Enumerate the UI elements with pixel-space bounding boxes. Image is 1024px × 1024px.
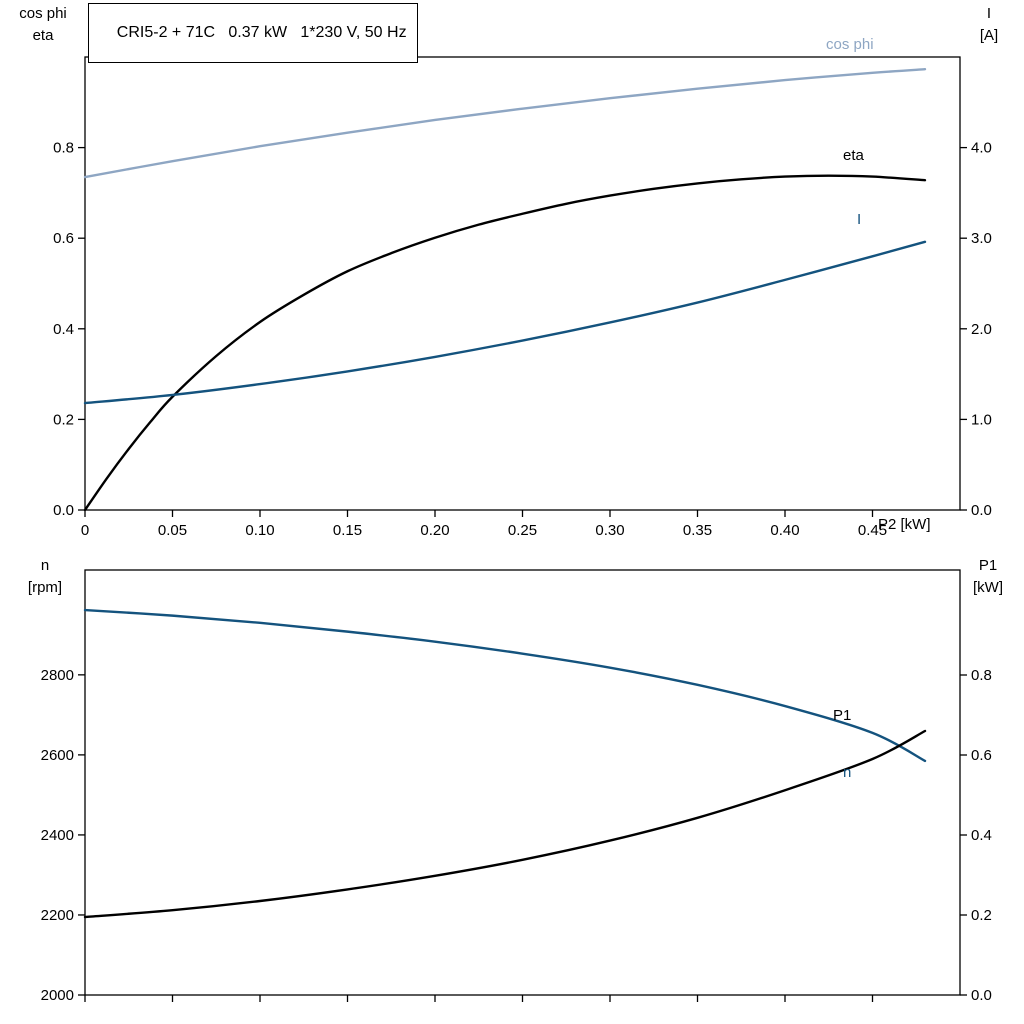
curve-p1	[83, 729, 927, 919]
left-tick-label: 2800	[41, 667, 74, 684]
left-tick-label: 0.2	[53, 411, 74, 428]
left-axis-label-rpm-unit: [rpm]	[27, 579, 63, 596]
right-axis-label-ampere-unit: [A]	[979, 27, 999, 44]
right-axis-label-current: I	[986, 5, 992, 22]
curve-label-current: I	[857, 211, 862, 228]
plot-border	[84, 569, 961, 996]
bottom-right-axis-title: P1 [kW]	[956, 555, 1020, 599]
x-tick-label: 0.25	[508, 522, 537, 539]
left-tick-label: 2200	[41, 907, 74, 924]
top-right-axis-title: I [A]	[960, 3, 1018, 47]
x-tick-label: 0.30	[595, 522, 624, 539]
left-axis-label-speed: n	[40, 557, 50, 574]
curve-cos-phi	[83, 68, 927, 179]
curve-label-speed: n	[843, 764, 852, 781]
x-tick-label: 0.05	[158, 522, 187, 539]
x-tick-label: 0.20	[420, 522, 449, 539]
left-tick-label: 2600	[41, 747, 74, 764]
right-tick-label: 0.6	[971, 747, 992, 764]
top-left-axis-title: cos phi eta	[6, 3, 80, 47]
left-tick-label: 0.8	[53, 140, 74, 157]
x-tick-label: 0.45	[858, 522, 887, 539]
chart-title-box: CRI5-2 + 71C 0.37 kW 1*230 V, 50 Hz	[88, 3, 418, 63]
right-axis-label-kw-unit: [kW]	[973, 579, 1003, 596]
x-tick-label: 0	[81, 522, 89, 539]
left-tick-label: 0.4	[53, 321, 74, 338]
right-tick-label: 0.0	[971, 502, 992, 519]
curve-label-eta: eta	[843, 147, 864, 164]
left-tick-label: 2400	[41, 827, 74, 844]
curve-label-p1: P1	[833, 707, 852, 724]
x-axis-title: P2 [kW]	[878, 516, 931, 533]
left-tick-label: 0.0	[53, 502, 74, 519]
bottom-left-axis-title: n [rpm]	[8, 555, 82, 599]
left-axis-label-cosphi: cos phi	[19, 5, 67, 22]
right-tick-label: 0.4	[971, 827, 992, 844]
curve-label-cos-phi: cos phi	[826, 36, 874, 53]
curve-i	[83, 240, 927, 405]
right-tick-label: 0.8	[971, 667, 992, 684]
right-tick-label: 1.0	[971, 411, 992, 428]
left-tick-label: 2000	[41, 987, 74, 1004]
left-axis-label-eta: eta	[32, 27, 54, 44]
right-tick-label: 0.0	[971, 987, 992, 1004]
x-tick-label: 0.40	[770, 522, 799, 539]
curve-n	[83, 608, 927, 763]
chart-title: CRI5-2 + 71C 0.37 kW 1*230 V, 50 Hz	[116, 24, 407, 41]
x-tick-label: 0.35	[683, 522, 712, 539]
right-tick-label: 0.2	[971, 907, 992, 924]
right-tick-label: 3.0	[971, 230, 992, 247]
right-tick-label: 2.0	[971, 321, 992, 338]
right-tick-label: 4.0	[971, 140, 992, 157]
plot-border	[84, 56, 961, 511]
left-tick-label: 0.6	[53, 230, 74, 247]
curve-eta	[83, 174, 927, 512]
x-tick-label: 0.15	[333, 522, 362, 539]
right-axis-label-p1: P1	[978, 557, 998, 574]
x-tick-label: 0.10	[245, 522, 274, 539]
